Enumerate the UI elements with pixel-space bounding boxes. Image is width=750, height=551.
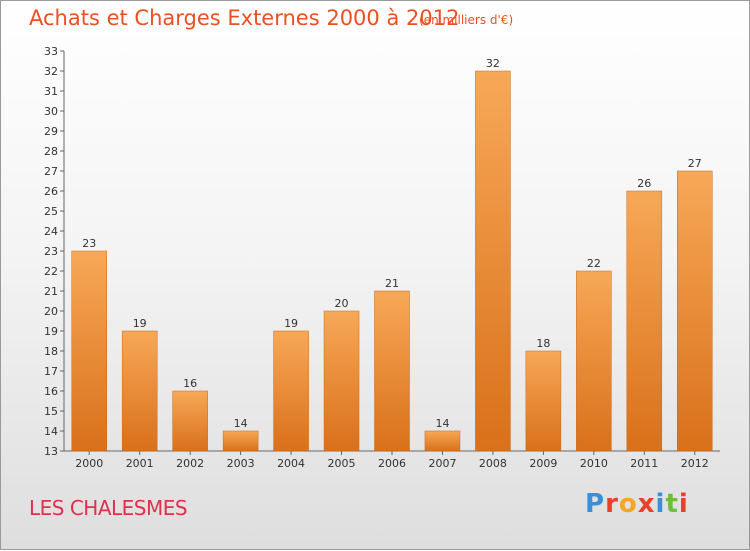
y-tick-label: 20 <box>44 305 58 318</box>
bar-value-label: 22 <box>587 257 601 270</box>
y-tick-label: 18 <box>44 345 58 358</box>
x-tick-label: 2007 <box>428 457 456 470</box>
bar-value-label: 21 <box>385 277 399 290</box>
bar-value-label: 32 <box>486 57 500 70</box>
bar-2004 <box>273 330 309 452</box>
logo-letter: i <box>678 489 689 519</box>
commune-name: LES CHALESMES <box>29 496 188 520</box>
x-tick-label: 2008 <box>479 457 507 470</box>
y-tick-label: 24 <box>44 225 58 238</box>
bar-2003 <box>222 430 259 452</box>
x-tick-label: 2011 <box>630 457 658 470</box>
x-tick-label: 2003 <box>227 457 255 470</box>
x-tick-label: 2005 <box>328 457 356 470</box>
y-tick-label: 30 <box>44 105 58 118</box>
bar-2011 <box>626 190 663 452</box>
bar-2012 <box>677 170 713 452</box>
x-tick-label: 2010 <box>580 457 608 470</box>
chart-subtitle: (en milliers d'€) <box>419 13 514 27</box>
bar-value-label: 26 <box>637 177 651 190</box>
logo-letter: P <box>585 489 606 519</box>
x-tick-label: 2009 <box>529 457 557 470</box>
bar-value-label: 23 <box>82 237 96 250</box>
y-tick-label: 16 <box>44 385 58 398</box>
bar-2001 <box>121 330 158 452</box>
logo-letter: t <box>665 489 679 519</box>
logo-letter: x <box>637 489 656 519</box>
bar-value-label: 14 <box>234 417 248 430</box>
y-tick-label: 25 <box>44 205 58 218</box>
bar-value-label: 20 <box>335 297 349 310</box>
y-tick-label: 17 <box>44 365 58 378</box>
logo-letter: o <box>618 489 638 519</box>
y-tick-label: 26 <box>44 185 58 198</box>
y-tick-label: 21 <box>44 285 58 298</box>
bar-value-label: 19 <box>284 317 298 330</box>
y-tick-label: 32 <box>44 65 58 78</box>
y-tick-label: 14 <box>44 425 58 438</box>
bar-2007 <box>424 430 461 452</box>
bar-2002 <box>172 390 208 452</box>
y-tick-label: 33 <box>44 45 58 58</box>
bar-value-label: 19 <box>133 317 147 330</box>
y-tick-label: 19 <box>44 325 58 338</box>
y-tick-label: 27 <box>44 165 58 178</box>
x-tick-label: 2001 <box>126 457 154 470</box>
x-tick-label: 2000 <box>75 457 103 470</box>
logo-letter: i <box>655 489 666 519</box>
bar-2006 <box>374 290 410 452</box>
y-tick-label: 31 <box>44 85 58 98</box>
bar-value-label: 14 <box>435 417 449 430</box>
bar-value-label: 16 <box>183 377 197 390</box>
bar-2008 <box>475 70 511 452</box>
bar-value-label: 27 <box>688 157 702 170</box>
x-tick-label: 2012 <box>681 457 709 470</box>
bar-2009 <box>525 350 562 452</box>
chart-title: Achats et Charges Externes 2000 à 2012 <box>29 6 460 30</box>
bar-value-label: 18 <box>536 337 550 350</box>
y-tick-label: 22 <box>44 265 58 278</box>
y-tick-label: 15 <box>44 405 58 418</box>
x-tick-label: 2004 <box>277 457 305 470</box>
x-tick-label: 2006 <box>378 457 406 470</box>
proxiti-logo[interactable]: Proxiti <box>585 489 689 519</box>
bar-2005 <box>323 310 360 452</box>
x-tick-label: 2002 <box>176 457 204 470</box>
bar-2010 <box>576 270 612 452</box>
y-tick-label: 13 <box>44 445 58 458</box>
y-tick-label: 28 <box>44 145 58 158</box>
logo-letter: r <box>605 489 619 519</box>
y-tick-label: 23 <box>44 245 58 258</box>
y-tick-label: 29 <box>44 125 58 138</box>
bar-2000 <box>71 250 107 452</box>
